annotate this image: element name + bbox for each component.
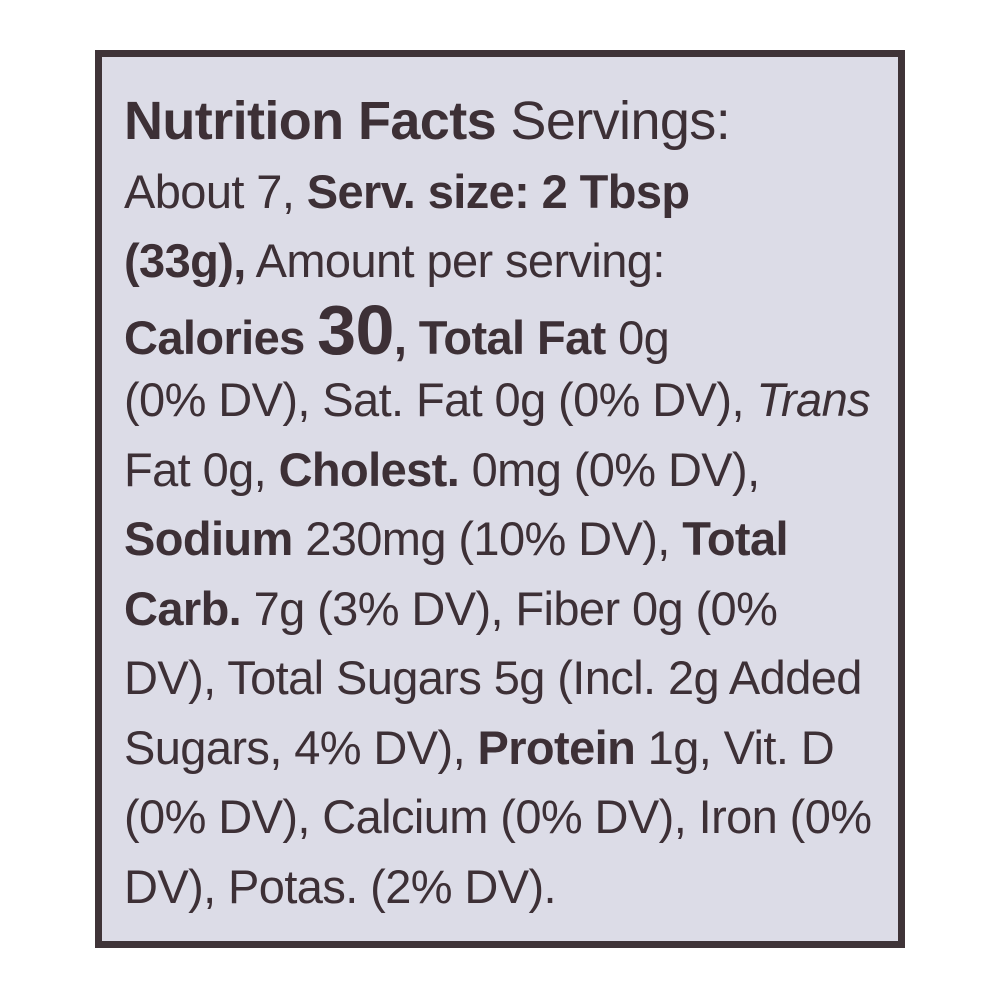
label-line: Nutrition Facts Servings: [124, 87, 871, 157]
nutrition-text: Nutrition Facts Servings: About 7, Serv. … [124, 87, 872, 922]
label-text-segment: Serv. size: 2 Tbsp [306, 164, 690, 218]
label-text-segment: Amount per serving: [245, 234, 666, 287]
label-text-segment: , [393, 310, 419, 364]
label-line: (0% DV), Calcium (0% DV), Iron (0% [124, 782, 872, 852]
label-text-segment: About 7, [124, 164, 307, 218]
label-text-segment: Total Fat [418, 310, 607, 364]
label-text-segment: Trans [756, 373, 871, 426]
label-line: Calories 30, Total Fat 0g [124, 295, 871, 366]
label-text-segment: (0% DV), Calcium (0% DV), Iron (0% [124, 790, 872, 843]
label-text-segment: Carb. [124, 581, 242, 635]
label-text-segment: 1g, Vit. D [635, 720, 835, 774]
label-text-segment: Nutrition Facts [124, 91, 497, 151]
label-text-segment: 7g (3% DV), Fiber 0g (0% [241, 581, 778, 635]
label-line: DV), Total Sugars 5g (Incl. 2g Added [124, 643, 871, 713]
label-line: Sugars, 4% DV), Protein 1g, Vit. D [124, 713, 871, 783]
label-text-segment: Total [682, 512, 788, 565]
label-text-segment: 230mg (10% DV), [292, 512, 683, 565]
label-line: (0% DV), Sat. Fat 0g (0% DV), Trans [124, 365, 871, 435]
label-text-segment: Servings: [496, 91, 731, 151]
label-text-segment: Sodium [124, 512, 293, 565]
label-text-segment: (0% DV), Sat. Fat 0g (0% DV), [124, 373, 757, 426]
label-text-segment: Protein [477, 720, 636, 774]
label-text-segment: 0g [605, 310, 670, 364]
label-text-segment: Fat 0g, [124, 442, 279, 496]
label-text-segment: 30 [317, 290, 394, 369]
label-line: Fat 0g, Cholest. 0mg (0% DV), [124, 435, 871, 505]
label-line: Carb. 7g (3% DV), Fiber 0g (0% [124, 574, 871, 644]
label-text-segment: Sugars, 4% DV), [124, 720, 478, 774]
label-text-segment: Cholest. [278, 442, 460, 496]
label-text-segment: (33g), [124, 234, 246, 287]
label-line: DV), Potas. (2% DV). [124, 852, 871, 922]
label-line: Sodium 230mg (10% DV), Total [124, 504, 871, 574]
label-text-segment: Calories [124, 310, 318, 364]
label-text-segment: 0mg (0% DV), [459, 442, 761, 496]
label-line: About 7, Serv. size: 2 Tbsp [124, 157, 871, 227]
label-line: (33g), Amount per serving: [124, 226, 871, 296]
label-text-segment: DV), Total Sugars 5g (Incl. 2g Added [124, 651, 862, 704]
label-text-segment: DV), Potas. (2% DV). [124, 859, 557, 913]
nutrition-facts-panel: Nutrition Facts Servings: About 7, Serv. … [95, 50, 905, 948]
